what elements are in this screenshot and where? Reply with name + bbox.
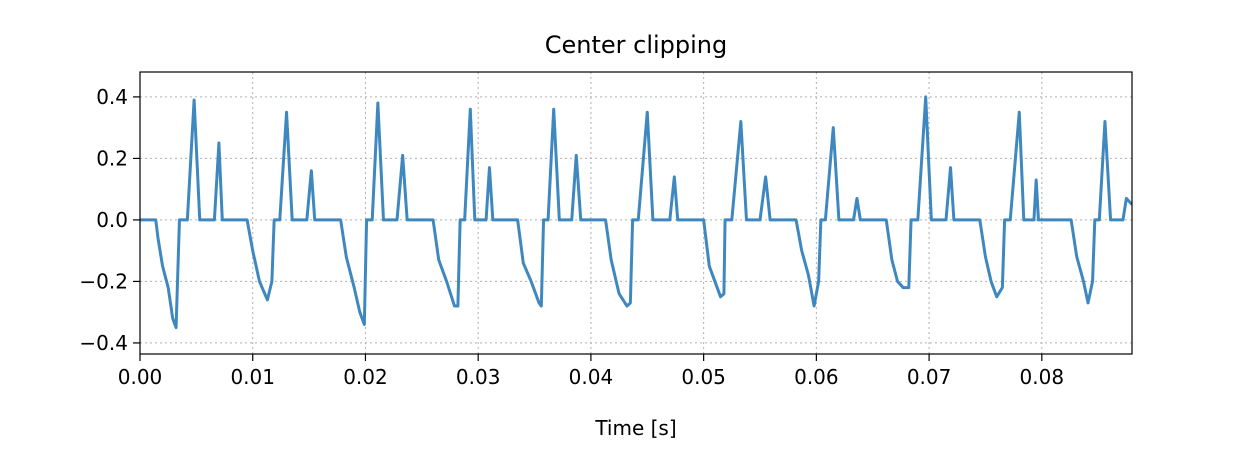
x-tick-label: 0.06 <box>794 365 839 389</box>
x-tick-label: 0.05 <box>681 365 726 389</box>
x-tick-label: 0.08 <box>1020 365 1065 389</box>
y-tick-label: 0.2 <box>96 146 128 170</box>
x-tick-label: 0.04 <box>569 365 614 389</box>
chart-title: Center clipping <box>545 31 728 59</box>
y-tick-label: −0.2 <box>79 269 128 293</box>
x-tick-label: 0.00 <box>118 365 163 389</box>
x-tick-label: 0.07 <box>907 365 952 389</box>
y-tick-label: −0.4 <box>79 331 128 355</box>
y-tick-label: 0.0 <box>96 208 128 232</box>
y-tick-label: 0.4 <box>96 85 128 109</box>
x-axis-label: Time [s] <box>594 416 676 440</box>
x-tick-label: 0.03 <box>456 365 501 389</box>
x-tick-label: 0.02 <box>343 365 388 389</box>
line <box>140 95 1132 330</box>
x-tick-label: 0.01 <box>230 365 275 389</box>
plot-frame <box>139 71 1133 355</box>
